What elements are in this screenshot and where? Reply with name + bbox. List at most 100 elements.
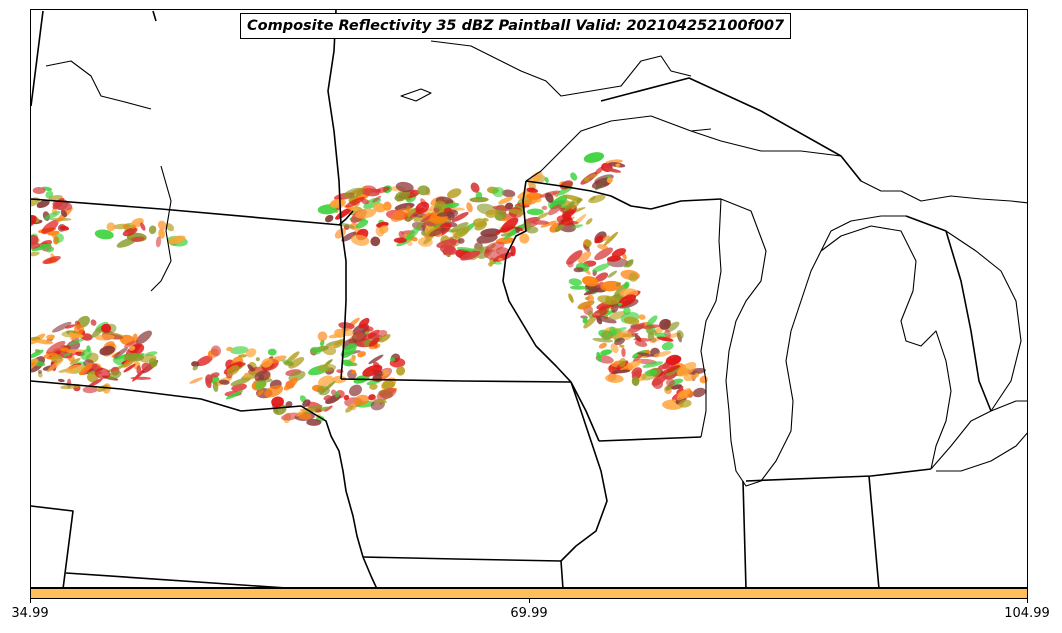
reflectivity-blob [453, 226, 470, 239]
colorbar-tick-label-max: 104.99 [1004, 606, 1050, 621]
red-river [150, 165, 172, 292]
border-oh-pa [868, 475, 880, 587]
reflectivity-blob [623, 259, 634, 268]
reflectivity-blob [671, 384, 683, 390]
reflectivity-blob [379, 225, 389, 234]
reflectivity-blob [544, 176, 549, 184]
reflectivity-blob [677, 362, 697, 377]
reflectivity-blob [406, 239, 413, 247]
reflectivity-blob [135, 330, 152, 345]
reflectivity-blob [141, 362, 152, 372]
reflectivity-blob [395, 190, 411, 200]
reflectivity-blob [658, 363, 670, 370]
reflectivity-blob [615, 163, 621, 168]
reflectivity-blob [389, 357, 396, 362]
reflectivity-blob [90, 319, 97, 326]
reflectivity-blob [594, 247, 613, 261]
reflectivity-blob [500, 217, 519, 233]
reflectivity-blob [508, 208, 526, 216]
reflectivity-blob [582, 276, 599, 287]
reflectivity-blob [584, 239, 592, 247]
reflectivity-blob [271, 396, 284, 408]
reflectivity-blob [59, 225, 70, 231]
reflectivity-blob [325, 214, 334, 223]
reflectivity-blob [473, 218, 487, 228]
reflectivity-blob [361, 188, 380, 197]
reflectivity-blob [333, 338, 346, 349]
reflectivity-blob [38, 369, 42, 374]
reflectivity-blob [349, 384, 362, 397]
reflectivity-blob [31, 243, 51, 252]
reflectivity-blob [588, 194, 606, 204]
reflectivity-blob [569, 285, 587, 290]
reflectivity-blob [377, 329, 388, 337]
reflectivity-blob [244, 372, 250, 378]
reflectivity-blob [451, 212, 469, 222]
reflectivity-blob [638, 314, 646, 320]
reflectivity-blob [456, 247, 478, 252]
reflectivity-blob [264, 385, 284, 398]
lake-superior [430, 40, 692, 97]
reflectivity-blob [46, 334, 55, 340]
reflectivity-blob [583, 244, 590, 252]
reflectivity-blob [578, 251, 592, 264]
reflectivity-blob [59, 347, 70, 352]
reflectivity-blob [69, 358, 81, 365]
reflectivity-blob [646, 315, 658, 327]
reflectivity-blob [205, 377, 212, 389]
reflectivity-blob [95, 334, 115, 341]
reflectivity-blob [57, 378, 65, 383]
reflectivity-blob [607, 270, 618, 278]
reflectivity-blob [645, 369, 658, 377]
reflectivity-blob [245, 348, 257, 358]
border-canada-ontario [600, 77, 862, 182]
reflectivity-blob [594, 166, 604, 175]
reflectivity-blob [469, 196, 489, 203]
border-oh-mi [745, 468, 932, 482]
reflectivity-blob [79, 362, 93, 376]
reflectivity-blob [627, 359, 642, 369]
reflectivity-blob [510, 245, 516, 257]
reflectivity-blob [563, 201, 575, 212]
reflectivity-blob [343, 394, 350, 401]
reflectivity-blob [31, 251, 40, 257]
border-sd-ne [31, 380, 242, 412]
lake-michigan-west [700, 198, 722, 438]
reflectivity-blob [605, 374, 624, 383]
reflectivity-blob [46, 246, 55, 253]
reflectivity-blob [661, 365, 681, 375]
reflectivity-blob [612, 369, 631, 374]
reflectivity-blob [587, 173, 598, 179]
reflectivity-blob [258, 374, 265, 381]
reflectivity-blob [470, 182, 480, 193]
reflectivity-blob [382, 369, 390, 376]
reflectivity-blob [548, 204, 562, 216]
reflectivity-blob [619, 330, 632, 341]
border-nd-north [152, 10, 157, 22]
reflectivity-blob [267, 348, 277, 356]
border-mn-wi-river [502, 180, 572, 383]
reflectivity-blob [226, 346, 233, 352]
border-mi-up-north [650, 198, 722, 210]
reflectivity-blob [240, 370, 262, 381]
reflectivity-blob [320, 339, 325, 347]
reflectivity-blob [566, 250, 583, 265]
reflectivity-blob [82, 385, 98, 394]
reflectivity-blob [526, 192, 543, 200]
reflectivity-blob [123, 352, 144, 362]
reflectivity-blob [606, 327, 627, 336]
reflectivity-blob [131, 224, 136, 229]
reflectivity-blob [652, 378, 664, 390]
reflectivity-blob [393, 237, 407, 244]
reflectivity-blob [338, 322, 355, 330]
reflectivity-blob [631, 367, 643, 377]
reflectivity-blob [492, 261, 502, 265]
reflectivity-blob [498, 196, 513, 205]
reflectivity-blob [443, 207, 452, 214]
reflectivity-blob [582, 317, 588, 324]
colorbar-tick-mark [30, 599, 31, 603]
reflectivity-blob [623, 316, 640, 325]
reflectivity-blob [676, 330, 684, 339]
reflectivity-blob [583, 176, 590, 183]
reflectivity-blob [370, 236, 381, 247]
